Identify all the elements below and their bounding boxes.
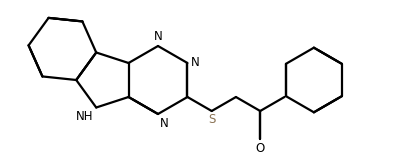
Text: N: N bbox=[190, 56, 199, 69]
Text: NH: NH bbox=[76, 110, 93, 122]
Text: N: N bbox=[160, 117, 169, 130]
Text: S: S bbox=[208, 113, 215, 126]
Text: N: N bbox=[154, 30, 162, 43]
Text: O: O bbox=[255, 142, 265, 155]
